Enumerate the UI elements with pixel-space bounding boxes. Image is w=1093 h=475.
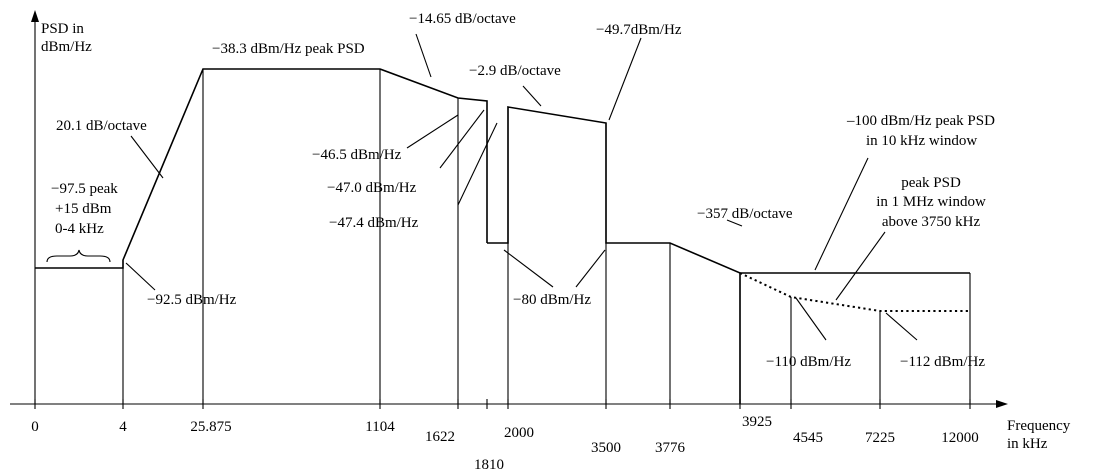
label-peak-1mhz-line1: peak PSD <box>901 175 961 191</box>
label-peak-97-5-line2: +15 dBm <box>55 201 112 217</box>
axes <box>10 10 1008 408</box>
leader-level-46-5 <box>406 114 459 149</box>
label-level-47-0: −47.0 dBm/Hz <box>327 180 417 196</box>
tick-label: 3925 <box>742 414 772 430</box>
x-axis-arrow <box>996 400 1008 408</box>
label-slope-357: −357 dB/octave <box>697 206 793 222</box>
leader-peak-1mhz <box>835 231 886 301</box>
leader-lines <box>125 33 918 341</box>
label-peak-97-5-line3: 0-4 kHz <box>55 221 104 237</box>
label-slope-2-9: −2.9 dB/octave <box>469 63 561 79</box>
leader-level-92-5 <box>125 262 156 291</box>
leader-slope-2-9 <box>522 85 542 107</box>
tick-label: 1104 <box>365 419 395 435</box>
label-peak-100-line2: in 10 kHz window <box>866 133 977 149</box>
psd-peak-1mhz-dotted <box>739 272 970 312</box>
leader-slope-14-65 <box>415 33 432 78</box>
leader-level-110 <box>795 297 827 341</box>
label-level-46-5: −46.5 dBm/Hz <box>312 147 402 163</box>
y-axis-label-line1: PSD in <box>41 21 84 37</box>
tick-label: 3776 <box>655 440 686 456</box>
leader-level-80-left <box>503 249 554 288</box>
label-peak-100-line1: –100 dBm/Hz peak PSD <box>846 113 995 129</box>
tick-label: 25.875 <box>190 419 231 435</box>
psd-mask-outline <box>35 68 970 404</box>
label-peak-1mhz-line3: above 3750 kHz <box>882 214 981 230</box>
label-peak-38-3: −38.3 dBm/Hz peak PSD <box>212 41 365 57</box>
label-level-80: −80 dBm/Hz <box>513 292 591 308</box>
psd-mask-left-segment <box>35 68 488 269</box>
x-axis-label-line1: Frequency <box>1007 418 1071 434</box>
x-axis-label-line2: in kHz <box>1007 436 1048 452</box>
label-peak-1mhz-line2: in 1 MHz window <box>876 194 986 210</box>
label-level-47-4: −47.4 dBm/Hz <box>329 215 419 231</box>
label-level-110: −110 dBm/Hz <box>766 354 851 370</box>
tick-label: 4 <box>119 419 127 435</box>
tick-label: 1810 <box>474 457 504 473</box>
y-axis-label-line2: dBm/Hz <box>41 39 92 55</box>
label-peak-97-5-line1: −97.5 peak <box>51 181 118 197</box>
tick-label: 0 <box>31 419 39 435</box>
tick-label: 2000 <box>504 425 534 441</box>
label-level-49-7: −49.7dBm/Hz <box>596 22 682 38</box>
tick-label: 1622 <box>425 429 455 445</box>
leader-level-47-0 <box>439 109 485 169</box>
leader-level-80-right <box>575 249 606 288</box>
leader-level-112 <box>885 312 918 341</box>
label-slope-20-1: 20.1 dB/octave <box>56 118 147 134</box>
tick-label: 12000 <box>941 430 979 446</box>
tick-label: 3500 <box>591 440 621 456</box>
brace-0-4khz <box>46 249 111 263</box>
tick-label: 7225 <box>865 430 895 446</box>
label-level-112: −112 dBm/Hz <box>900 354 985 370</box>
leader-level-47-4 <box>457 122 498 206</box>
leader-peak-100 <box>814 157 869 271</box>
label-slope-14-65: −14.65 dB/octave <box>409 11 516 27</box>
leader-slope-357 <box>726 219 743 227</box>
tick-label: 4545 <box>793 430 823 446</box>
psd-mask-right-segment <box>487 106 970 274</box>
tick-labels: 0 4 25.875 1104 1622 1810 2000 3500 3776… <box>31 414 979 473</box>
leader-level-49-7 <box>608 37 642 121</box>
leader-slope-20-1 <box>130 135 164 179</box>
y-axis-arrow <box>31 10 39 22</box>
label-level-92-5: −92.5 dBm/Hz <box>147 292 237 308</box>
